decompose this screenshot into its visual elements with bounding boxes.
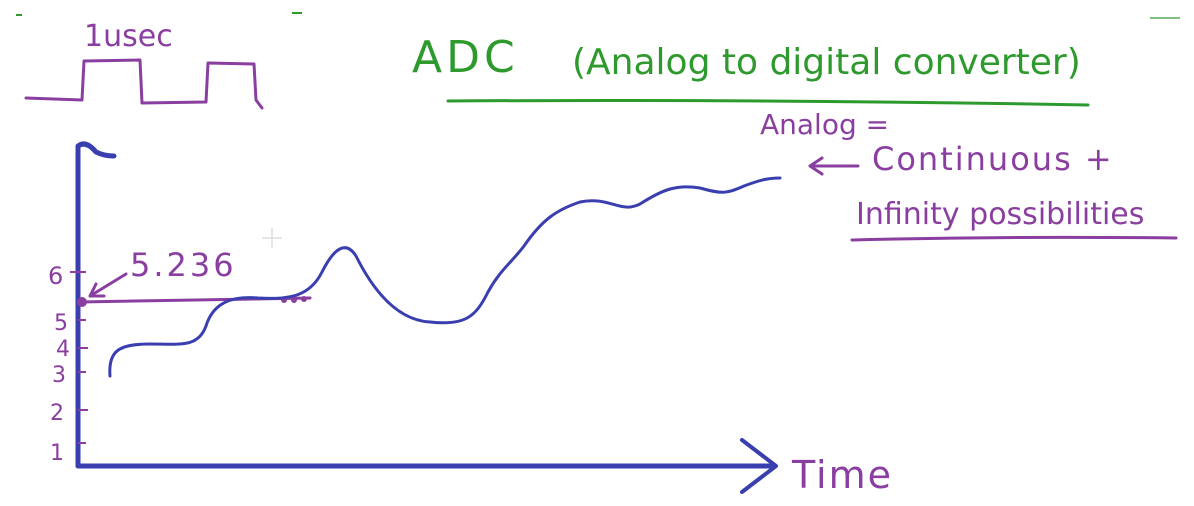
sample-dot	[291, 297, 297, 303]
y-axis	[75, 141, 117, 469]
y-ticks: 1 2 3 4 5 6	[48, 262, 88, 466]
y-tick-label: 1	[50, 441, 64, 466]
sample-point	[77, 297, 87, 307]
graph-axes: Time	[75, 141, 893, 497]
top-smudges	[16, 12, 1180, 19]
cursor-mark	[262, 228, 282, 248]
pulse-label: 1usec	[84, 19, 173, 54]
title-group: ADC (Analog to digital converter)	[412, 32, 1090, 107]
y-tick-label: 5	[54, 311, 68, 336]
left-arrow	[808, 156, 860, 176]
title-full: (Analog to digital converter)	[572, 42, 1081, 83]
definition-group: Analog = Continuous + Infinity possibili…	[760, 108, 1178, 242]
y-tick-label: 4	[56, 337, 70, 362]
y-tick-label: 6	[48, 262, 63, 290]
definition-underline	[850, 235, 1178, 242]
sample-dot	[301, 296, 307, 302]
sample-pointer-arrow	[88, 272, 128, 298]
definition-line1: Continuous +	[872, 140, 1114, 178]
definition-line2: Infinity possibilities	[856, 197, 1144, 232]
sample-value: 5.236	[130, 246, 237, 284]
title-underline	[446, 99, 1090, 107]
y-tick-label: 2	[50, 401, 64, 426]
title-abbr: ADC	[412, 32, 519, 83]
x-axis-label: Time	[791, 453, 893, 497]
definition-term: Analog =	[760, 108, 889, 141]
analog-signal-curve	[108, 176, 782, 378]
y-tick-label: 3	[52, 363, 66, 388]
x-axis-arrowhead	[740, 438, 778, 494]
square-wave	[24, 58, 264, 110]
pulse-group: 1usec	[24, 19, 264, 110]
